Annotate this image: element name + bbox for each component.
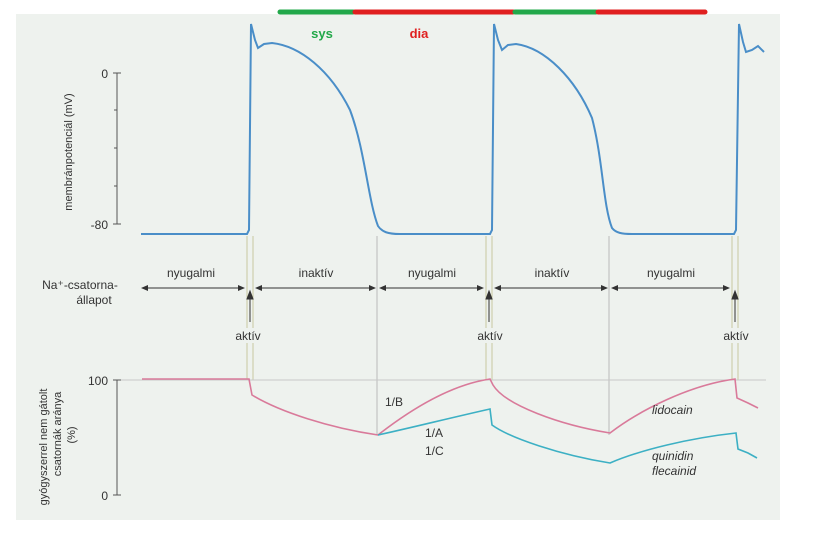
tick-minus80-mv: -80 <box>91 218 109 232</box>
unblocked-axis-label-3: (%) <box>66 426 78 443</box>
label-quinidin: quinidin <box>652 449 694 463</box>
systole-label: sys <box>311 26 333 41</box>
class-1ac-curve <box>377 408 758 464</box>
channel-state-label-2: állapot <box>76 293 112 307</box>
membrane-potential-axis-label: membránpotenciál (mV) <box>63 93 75 210</box>
state-resting-3: nyugalmi <box>647 266 695 280</box>
tick-100-percent: 100 <box>88 374 108 388</box>
panel-background <box>16 14 780 520</box>
label-class-1b: 1/B <box>385 395 403 409</box>
unblocked-channels-axis: 100 0 gyógyszerrel nem gátolt csatornák … <box>38 374 766 505</box>
state-inactive-1: inaktív <box>299 266 334 280</box>
membrane-potential-axis: 0 -80 membránpotenciál (mV) <box>63 67 121 232</box>
active-window-guides <box>246 236 739 435</box>
class-1b-curve <box>142 378 759 436</box>
diastole-label: dia <box>410 26 430 41</box>
label-class-1a: 1/A <box>425 426 443 440</box>
unblocked-axis-label-2: csatornák aránya <box>52 391 64 476</box>
tick-0-mv: 0 <box>101 67 108 81</box>
label-class-1c: 1/C <box>425 444 444 458</box>
state-active-3: aktív <box>723 329 748 343</box>
unblocked-axis-label-1: gyógyszerrel nem gátolt <box>38 389 50 506</box>
channel-state-row: Na⁺-csatorna- állapot nyugalmi inaktív n… <box>42 265 754 343</box>
label-flecainid: flecainid <box>652 464 696 478</box>
state-resting-2: nyugalmi <box>408 266 456 280</box>
tick-0-percent: 0 <box>101 489 108 503</box>
action-potential-trace <box>141 23 765 235</box>
state-active-1: aktív <box>235 329 260 343</box>
channel-state-label-1: Na⁺-csatorna- <box>42 278 118 292</box>
phase-bars: sys dia <box>277 9 708 41</box>
label-lidocain: lidocain <box>652 403 693 417</box>
state-inactive-2: inaktív <box>535 266 570 280</box>
state-resting-1: nyugalmi <box>167 266 215 280</box>
state-active-2: aktív <box>477 329 502 343</box>
